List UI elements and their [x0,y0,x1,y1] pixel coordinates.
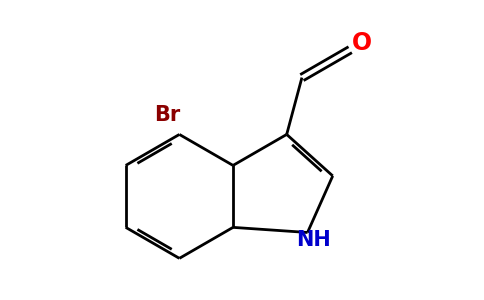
Text: Br: Br [154,104,181,124]
Text: NH: NH [296,230,331,250]
Text: O: O [352,31,372,55]
